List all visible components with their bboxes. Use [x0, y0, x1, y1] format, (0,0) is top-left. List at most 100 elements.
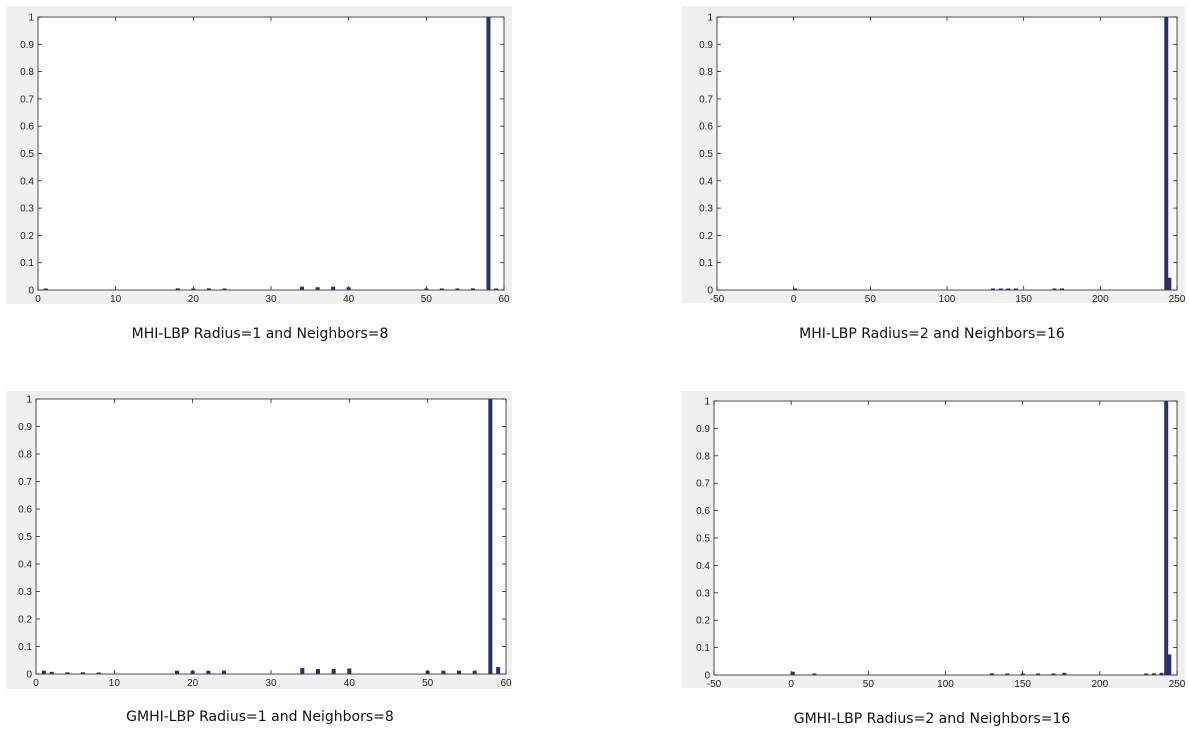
histogram-bar: [331, 286, 336, 290]
y-tick-label: 0.2: [699, 231, 713, 242]
histogram-bar: [1036, 673, 1041, 675]
histogram-bar: [191, 288, 196, 290]
histogram-bar: [1164, 401, 1169, 675]
histogram-bar: [457, 670, 461, 674]
chart-panel-mhi-lbp-r1-n8: 0 0.1 0.2 0.3 0.4 0.5 0.6 0.7 0.8 0.9 1 0 10 20 30 40 50…: [0, 0, 520, 350]
y-tick-label: 1: [707, 13, 713, 24]
histogram-bar: [206, 670, 211, 674]
x-tick-label: 50: [863, 679, 875, 690]
histogram-bar: [1020, 673, 1025, 675]
histogram-bar: [1144, 673, 1149, 675]
y-tick-label: 0.3: [696, 588, 710, 599]
y-tick-label: 0.8: [696, 451, 710, 462]
x-tick-label: 50: [422, 678, 434, 689]
histogram-bar: [43, 288, 48, 290]
x-tick-label: 0: [33, 678, 39, 689]
chart-caption-0: MHI-LBP Radius=1 and Neighbors=8: [131, 326, 389, 342]
y-tick-label: 0.2: [20, 231, 34, 242]
histogram-bar: [488, 399, 493, 674]
y-tick-label: 0.4: [18, 560, 32, 571]
y-tick-label: 0.7: [20, 94, 34, 105]
y-tick-label: 0.9: [699, 40, 713, 51]
histogram-bar: [96, 672, 101, 674]
histogram-bar: [1014, 288, 1018, 290]
y-tick-label: 0.7: [696, 479, 710, 490]
y-tick-label: 0: [707, 286, 713, 297]
chart-caption-1: MHI-LBP Radius=2 and Neighbors=16: [799, 326, 1065, 342]
y-tick-label: 0.1: [696, 643, 710, 654]
y-tick-label: 0.1: [18, 642, 32, 653]
y-tick-label: 0.5: [696, 534, 710, 545]
y-tick-label: 0.6: [696, 506, 710, 517]
x-tick-label: 200: [1092, 294, 1109, 305]
x-tick-label: 0: [791, 294, 797, 305]
x-tick-label: 100: [937, 679, 954, 690]
y-tick-label: 1: [704, 397, 710, 408]
x-tick-label: 30: [265, 678, 277, 689]
chart-caption-3: GMHI-LBP Radius=2 and Neighbors=16: [793, 711, 1071, 727]
histogram-bar: [439, 288, 444, 290]
histogram-bar: [1062, 672, 1067, 675]
y-tick-label: 0.6: [20, 122, 34, 133]
x-tick-label: 10: [109, 678, 121, 689]
y-tick-label: 0.3: [20, 204, 34, 215]
histogram-bar: [347, 668, 352, 674]
x-tick-label: 0: [788, 679, 794, 690]
histogram-bar: [470, 288, 475, 290]
histogram-bar: [1167, 277, 1172, 290]
x-tick-label: 20: [187, 678, 199, 689]
x-tick-label: -50: [710, 294, 725, 305]
y-tick-label: 0.6: [699, 122, 713, 133]
x-tick-label: 20: [188, 294, 200, 305]
x-tick-label: 40: [343, 294, 355, 305]
x-tick-label: 200: [1091, 679, 1108, 690]
x-tick-label: 40: [344, 678, 356, 689]
histogram-bar: [346, 287, 351, 290]
x-tick-label: 30: [265, 294, 277, 305]
histogram-bar: [222, 670, 226, 674]
y-tick-label: 0.3: [699, 204, 713, 215]
y-tick-label: 0.3: [18, 587, 32, 598]
y-tick-label: 0: [704, 671, 710, 682]
y-tick-label: 1: [26, 395, 32, 406]
histogram-bar: [222, 288, 227, 290]
y-tick-label: 0.4: [699, 176, 713, 187]
chart-caption-2: GMHI-LBP Radius=1 and Neighbors=8: [126, 709, 394, 725]
y-tick-label: 0: [26, 670, 32, 681]
y-tick-label: 0.9: [20, 40, 34, 51]
histogram-bar: [315, 287, 320, 290]
y-tick-label: 0.9: [18, 422, 32, 433]
histogram-bar: [1159, 672, 1164, 675]
histogram-bar: [812, 673, 817, 675]
y-tick-label: 0.8: [20, 67, 34, 78]
x-tick-label: 50: [421, 294, 433, 305]
y-tick-label: 0.5: [20, 149, 34, 160]
histogram-bar: [441, 670, 446, 674]
plot-area: [716, 16, 1178, 291]
y-tick-label: 0.6: [18, 505, 32, 516]
histogram-bar: [1167, 654, 1172, 675]
histogram-bar: [793, 288, 798, 290]
histogram-bar: [175, 670, 179, 674]
histogram-bar: [41, 670, 46, 674]
x-tick-label: 250: [1169, 679, 1186, 690]
y-tick-label: 0.4: [20, 176, 34, 187]
x-tick-label: 0: [35, 294, 41, 305]
histogram-bar: [496, 667, 501, 674]
x-tick-label: 60: [500, 678, 512, 689]
histogram-bar: [81, 672, 85, 674]
histogram-bar: [300, 667, 305, 674]
x-tick-label: 10: [110, 294, 122, 305]
histogram-bar: [455, 288, 460, 290]
histogram-bar: [1005, 673, 1010, 675]
histogram-bar: [472, 670, 477, 674]
x-tick-label: 150: [1014, 679, 1031, 690]
plot-area: [35, 398, 507, 675]
x-tick-label: 60: [498, 294, 510, 305]
histogram-bar: [1051, 673, 1056, 675]
histogram-bar: [494, 288, 499, 290]
histogram-bar: [991, 288, 995, 290]
histogram-bar: [175, 288, 180, 290]
chart-panel-mhi-lbp-r2-n16: 0 0.1 0.2 0.3 0.4 0.5 0.6 0.7 0.8 0.9 1 -50 0 50 100 15…: [675, 0, 1189, 350]
plot-area: [713, 400, 1178, 676]
